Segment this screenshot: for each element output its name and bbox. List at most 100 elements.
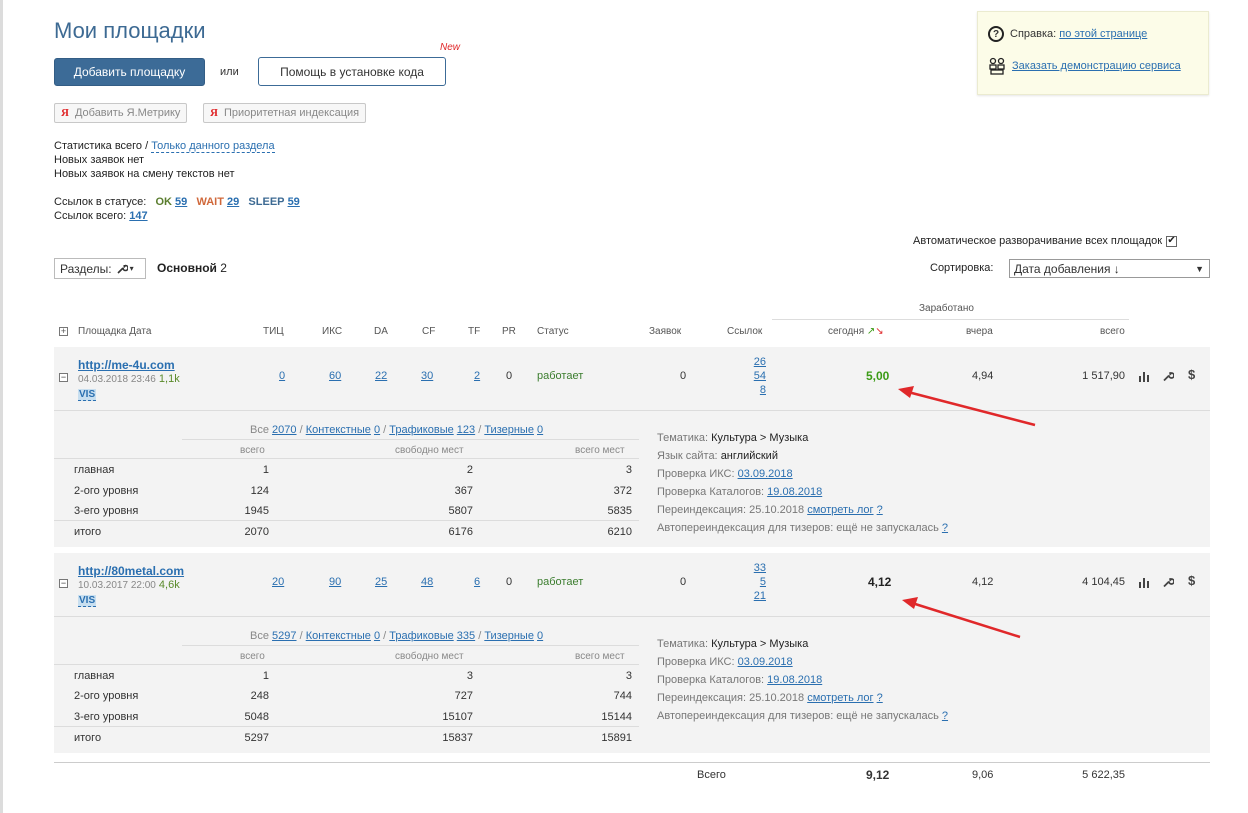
- tf-value[interactable]: 2: [474, 370, 481, 382]
- links-value[interactable]: 5: [759, 576, 766, 588]
- expand-all-icon[interactable]: +: [59, 326, 68, 336]
- links-value[interactable]: 21: [753, 590, 766, 602]
- links-value[interactable]: 33: [753, 562, 766, 574]
- wait-count-link[interactable]: 29: [227, 196, 240, 208]
- collapse-icon[interactable]: −: [59, 578, 68, 588]
- help-q-link[interactable]: ?: [876, 692, 883, 704]
- tab-traffic-count[interactable]: 123: [456, 424, 476, 436]
- vis-badge[interactable]: VIS: [78, 595, 97, 607]
- col-total[interactable]: всего: [1100, 326, 1125, 337]
- links-value[interactable]: 8: [759, 384, 766, 396]
- tab-traffic-label[interactable]: Трафиковые: [389, 424, 454, 436]
- stats-total-label: Статистика всего /: [54, 140, 149, 152]
- help-install-button[interactable]: Помощь в установке кода: [258, 57, 446, 86]
- sub-row-name: 2-ого уровня: [74, 485, 139, 497]
- tab-teaser-count[interactable]: 0: [537, 630, 544, 642]
- row-divider: [54, 410, 1210, 411]
- demo-row: Заказать демонстрацию сервиса: [988, 57, 1181, 75]
- help-q-link[interactable]: ?: [941, 522, 949, 534]
- iks-check-link[interactable]: 03.09.2018: [737, 468, 793, 480]
- wrench-icon[interactable]: [1162, 576, 1174, 588]
- page-title: Мои площадки: [54, 18, 206, 43]
- col-yesterday[interactable]: вчера: [966, 326, 993, 337]
- col-da[interactable]: DA: [374, 326, 388, 337]
- status-value: работает: [537, 576, 584, 588]
- col-tic[interactable]: ТИЦ: [263, 326, 284, 337]
- stats-chart-icon[interactable]: [1138, 370, 1150, 382]
- col-pr[interactable]: PR: [502, 326, 516, 337]
- priority-index-button[interactable]: Я Приоритетная индексация: [203, 103, 367, 123]
- tab-teaser-count[interactable]: 0: [537, 424, 544, 436]
- cat-check-link[interactable]: 19.08.2018: [767, 674, 823, 686]
- cf-value[interactable]: 30: [421, 370, 434, 382]
- add-ya-metrika-button[interactable]: Я Добавить Я.Метрику: [54, 103, 188, 123]
- help-q-link[interactable]: ?: [941, 710, 949, 722]
- collapse-icon[interactable]: −: [59, 372, 68, 382]
- people-icon: [989, 57, 1005, 75]
- help-q-link[interactable]: ?: [876, 504, 883, 516]
- col-iks[interactable]: ИКС: [322, 326, 343, 337]
- totals-label: Всего: [697, 769, 726, 781]
- tab-all-count[interactable]: 5297: [272, 630, 297, 642]
- col-links[interactable]: Ссылок: [727, 326, 763, 337]
- tab-teaser-label[interactable]: Тизерные: [484, 630, 534, 642]
- requests-value: 0: [680, 370, 687, 382]
- iks-value[interactable]: 60: [329, 370, 342, 382]
- col-tf[interactable]: TF: [468, 326, 481, 337]
- sub-row-places: 744: [613, 690, 632, 702]
- sub-row-free: 2: [466, 464, 473, 476]
- tab-teaser-label[interactable]: Тизерные: [484, 424, 534, 436]
- stats-chart-icon[interactable]: [1138, 576, 1150, 588]
- sections-dropdown[interactable]: Разделы: ▾: [54, 258, 146, 279]
- vis-badge[interactable]: VIS: [78, 389, 97, 401]
- tab-traffic-label[interactable]: Трафиковые: [389, 630, 454, 642]
- tab-context-label[interactable]: Контекстные: [305, 630, 371, 642]
- tab-context-label[interactable]: Контекстные: [305, 424, 371, 436]
- cat-check-link[interactable]: 19.08.2018: [767, 486, 823, 498]
- reindex-log-link[interactable]: смотреть лог: [807, 692, 874, 704]
- wrench-icon[interactable]: [1162, 370, 1174, 382]
- col-cf[interactable]: CF: [422, 326, 436, 337]
- da-value[interactable]: 22: [375, 370, 388, 382]
- dollar-icon[interactable]: $: [1188, 573, 1196, 588]
- total-value: 4 104,45: [1082, 576, 1125, 588]
- iks-check-link[interactable]: 03.09.2018: [737, 656, 793, 668]
- links-total-link[interactable]: 147: [129, 210, 148, 222]
- col-status[interactable]: Статус: [537, 326, 569, 337]
- dollar-icon[interactable]: $: [1188, 367, 1196, 382]
- sub-row-all: 124: [250, 485, 269, 497]
- auto-expand-checkbox[interactable]: ✔: [1166, 235, 1178, 247]
- site-url-link[interactable]: http://me-4u.com: [78, 358, 175, 372]
- cf-value[interactable]: 48: [421, 576, 434, 588]
- sleep-count-link[interactable]: 59: [287, 196, 300, 208]
- sort-select[interactable]: Дата добавления ↓ ▼: [1009, 259, 1210, 278]
- col-today[interactable]: сегодня ↗↘: [828, 326, 884, 337]
- links-value[interactable]: 54: [753, 370, 766, 382]
- da-value[interactable]: 25: [375, 576, 388, 588]
- row-divider: [54, 616, 1210, 617]
- add-site-button[interactable]: Добавить площадку: [54, 58, 205, 86]
- order-demo-link[interactable]: Заказать демонстрацию сервиса: [1012, 60, 1181, 72]
- col-site-date[interactable]: Площадка Дата: [78, 326, 152, 337]
- iks-value[interactable]: 90: [329, 576, 342, 588]
- site-url-link[interactable]: http://80metal.com: [78, 564, 185, 578]
- help-this-page-link[interactable]: по этой странице: [1059, 28, 1148, 40]
- ok-count-link[interactable]: 59: [175, 196, 188, 208]
- tic-value[interactable]: 0: [279, 370, 286, 382]
- sub-row-name: главная: [74, 464, 115, 476]
- tic-value[interactable]: 20: [272, 576, 285, 588]
- sub-table-line: [54, 458, 639, 459]
- section-only-link[interactable]: Только данного раздела: [151, 140, 275, 153]
- earned-divider: [772, 319, 1129, 320]
- links-value[interactable]: 26: [753, 356, 766, 368]
- site-date-row: 10.03.2017 22:00 4,6k: [78, 579, 180, 591]
- tab-context-count[interactable]: 0: [373, 424, 381, 436]
- tab-traffic-count[interactable]: 335: [456, 630, 476, 642]
- sub-row-free: 727: [454, 690, 473, 702]
- reindex-log-link[interactable]: смотреть лог: [807, 504, 874, 516]
- col-requests[interactable]: Заявок: [649, 326, 682, 337]
- tab-all-count[interactable]: 2070: [272, 424, 297, 436]
- placement-tabs: Все 5297 / Контекстные 0 / Трафиковые 33…: [250, 630, 544, 642]
- tf-value[interactable]: 6: [474, 576, 481, 588]
- tab-context-count[interactable]: 0: [373, 630, 381, 642]
